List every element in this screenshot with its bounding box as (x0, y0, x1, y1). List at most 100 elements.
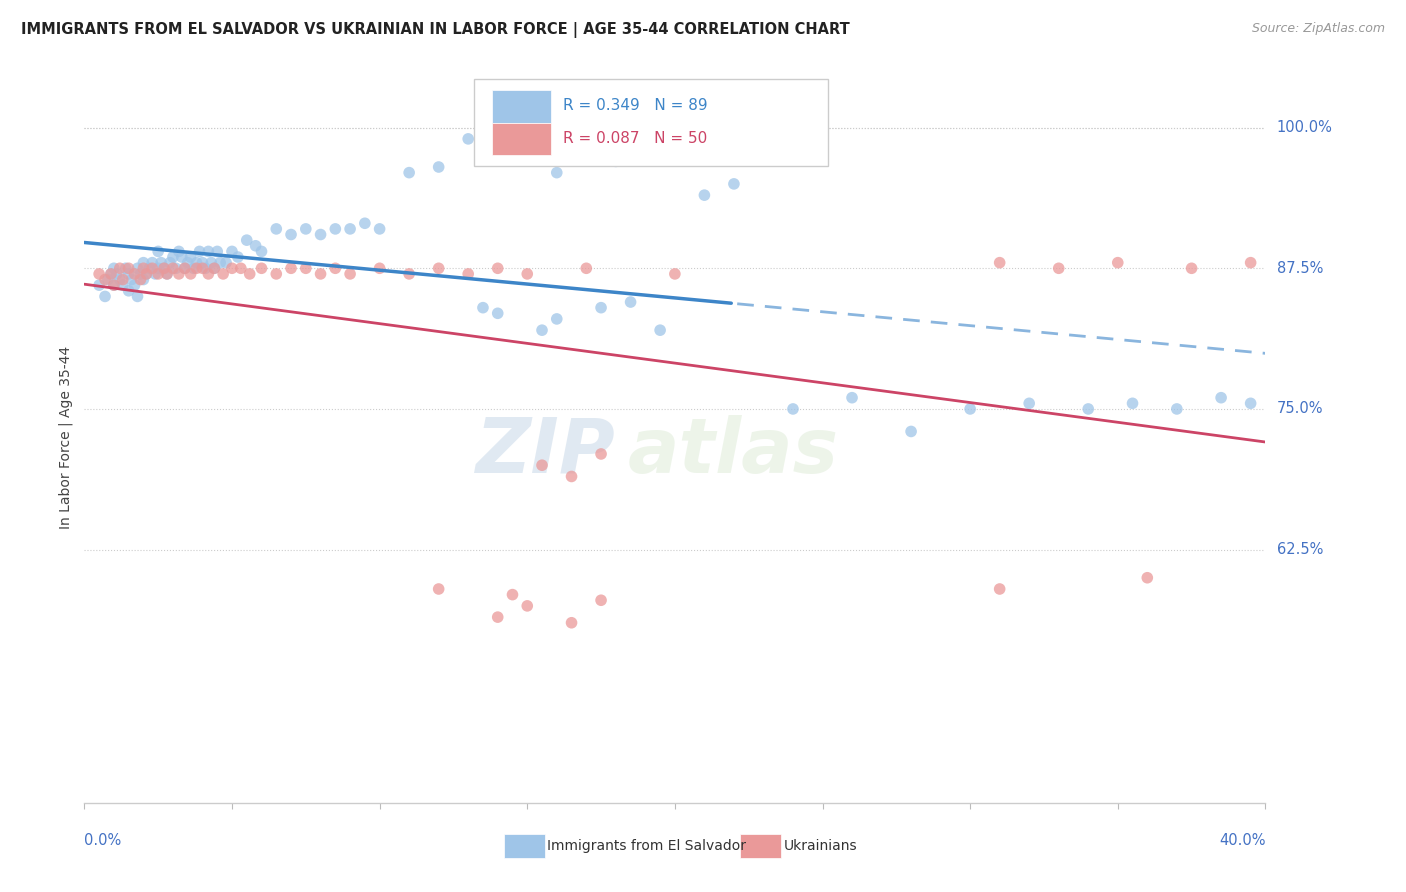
Point (114, 261, 136, 276)
Text: R = 0.349   N = 89: R = 0.349 N = 89 (562, 98, 707, 113)
Point (309, 227, 332, 242)
Point (94, 272, 117, 286)
Point (1107, 255, 1129, 269)
Point (150, 255, 173, 269)
Point (124, 267, 146, 281)
Point (148, 267, 170, 281)
Point (472, 301, 495, 315)
Point (167, 244, 190, 259)
FancyBboxPatch shape (492, 89, 551, 122)
Point (162, 261, 184, 276)
Point (280, 261, 302, 276)
Text: ZIP: ZIP (477, 415, 616, 489)
Point (173, 261, 195, 276)
Point (87, 278, 111, 293)
Point (121, 272, 143, 286)
Point (368, 261, 391, 276)
Point (103, 261, 125, 276)
Point (959, 401, 981, 416)
Point (103, 278, 125, 293)
Text: Immigrants from El Salvador: Immigrants from El Salvador (547, 839, 747, 853)
Point (1136, 571, 1159, 585)
Point (153, 261, 176, 276)
Point (156, 267, 179, 281)
Point (398, 267, 420, 281)
Y-axis label: In Labor Force | Age 35-44: In Labor Force | Age 35-44 (59, 345, 73, 529)
Point (427, 160, 450, 174)
Point (1166, 401, 1188, 416)
Point (180, 267, 202, 281)
Point (239, 267, 262, 281)
Point (100, 267, 122, 281)
Point (165, 261, 187, 276)
Point (105, 267, 128, 281)
Point (138, 261, 160, 276)
Text: 40.0%: 40.0% (1219, 833, 1265, 848)
Point (486, 261, 509, 276)
Point (560, 615, 583, 630)
Point (129, 267, 152, 281)
Point (575, 261, 598, 276)
Point (634, 149, 657, 163)
Point (427, 582, 450, 596)
Point (264, 222, 288, 236)
Point (186, 261, 208, 276)
Point (215, 255, 238, 269)
Point (111, 278, 134, 293)
Point (339, 267, 361, 281)
Point (530, 458, 553, 473)
Point (457, 267, 479, 281)
Text: atlas: atlas (627, 415, 839, 489)
Point (664, 267, 686, 281)
Point (202, 261, 225, 276)
Point (1122, 396, 1144, 410)
Point (132, 261, 155, 276)
Point (546, 166, 568, 180)
Point (143, 267, 166, 281)
Text: Source: ZipAtlas.com: Source: ZipAtlas.com (1251, 22, 1385, 36)
Point (1018, 396, 1040, 410)
Point (591, 593, 613, 607)
Text: Ukrainians: Ukrainians (783, 839, 858, 853)
Point (186, 255, 208, 269)
Point (108, 261, 131, 276)
Point (148, 244, 170, 259)
Point (323, 261, 347, 276)
Point (900, 425, 922, 439)
Point (108, 272, 131, 286)
FancyBboxPatch shape (474, 78, 828, 167)
Point (546, 312, 568, 326)
Point (988, 582, 1011, 596)
FancyBboxPatch shape (740, 834, 782, 858)
Point (1240, 255, 1263, 269)
Point (221, 244, 243, 259)
Point (605, 154, 627, 169)
Point (486, 120, 509, 135)
Point (205, 244, 228, 259)
Point (132, 255, 155, 269)
Point (1240, 396, 1263, 410)
Point (191, 261, 214, 276)
Point (153, 261, 176, 276)
Text: 100.0%: 100.0% (1277, 120, 1333, 135)
Point (250, 261, 273, 276)
Point (229, 261, 252, 276)
Point (141, 255, 163, 269)
Point (226, 250, 249, 264)
Point (162, 250, 184, 264)
Point (486, 306, 509, 320)
Point (309, 267, 332, 281)
Point (124, 278, 146, 293)
Point (173, 261, 195, 276)
Point (354, 216, 377, 230)
Point (118, 284, 141, 298)
Point (141, 261, 163, 276)
Point (202, 261, 225, 276)
Point (575, 132, 598, 146)
Point (723, 177, 745, 191)
Point (167, 267, 190, 281)
Point (191, 255, 214, 269)
Point (1047, 261, 1070, 276)
Point (1209, 391, 1232, 405)
Text: 62.5%: 62.5% (1277, 542, 1323, 558)
